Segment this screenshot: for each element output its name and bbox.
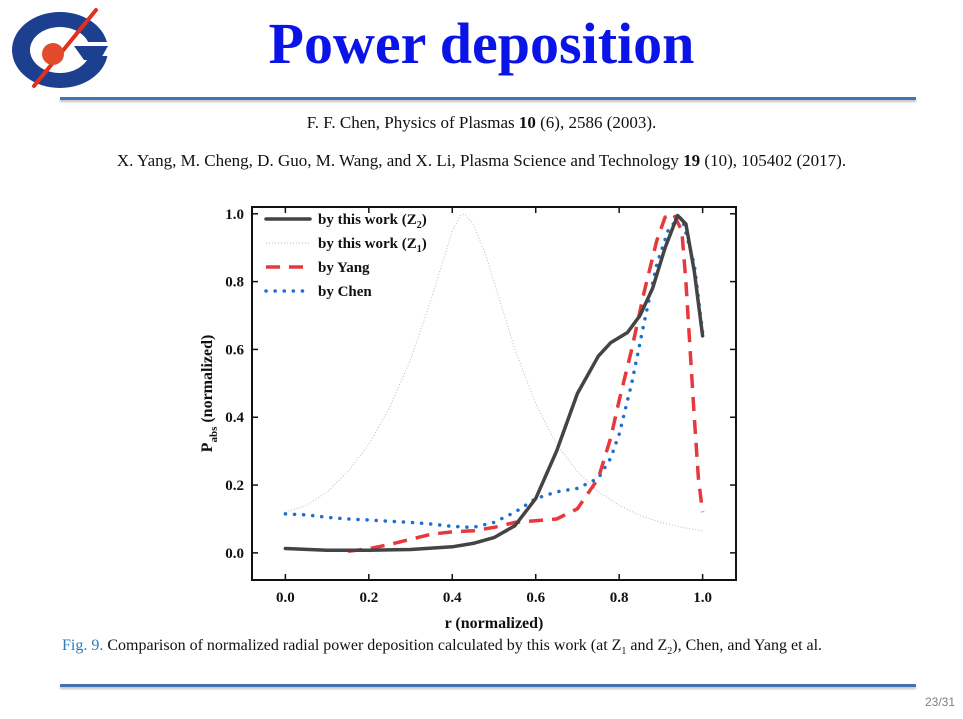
y-tick-label: 0.8 bbox=[225, 275, 244, 291]
x-tick-label: 0.8 bbox=[610, 590, 629, 606]
y-tick-label: 0.4 bbox=[225, 410, 244, 426]
y-tick-label: 0.6 bbox=[225, 342, 244, 358]
logo-arrow bbox=[32, 8, 98, 88]
legend-label: by this work (Z2) bbox=[318, 212, 427, 231]
caption-subscript: 1 bbox=[621, 646, 627, 658]
y-tick-label: 0.2 bbox=[225, 478, 244, 494]
figure-caption: Fig. 9. Comparison of normalized radial … bbox=[62, 637, 952, 657]
reference-text: X. Yang, M. Cheng, D. Guo, M. Wang, and … bbox=[116, 151, 684, 170]
x-tick-label: 0.0 bbox=[276, 590, 295, 606]
series-line-3 bbox=[283, 215, 705, 530]
caption-subscript: 2 bbox=[667, 646, 673, 658]
caption-text: Comparison of normalized radial power de… bbox=[103, 637, 622, 654]
reference-text: F. F. Chen, Physics of Plasmas bbox=[306, 113, 519, 132]
logo-core bbox=[42, 43, 64, 65]
page-number: 23/31 bbox=[924, 695, 955, 709]
series-line-1 bbox=[285, 213, 703, 532]
y-tick-label: 0.0 bbox=[225, 546, 244, 562]
reference-text: (6), 2586 (2003). bbox=[535, 113, 657, 132]
series-line-0 bbox=[283, 213, 705, 552]
reference-yang: X. Yang, M. Cheng, D. Guo, M. Wang, and … bbox=[0, 151, 963, 171]
x-tick-label: 0.2 bbox=[359, 590, 378, 606]
slide-title: Power deposition bbox=[268, 11, 695, 76]
reference-chen: F. F. Chen, Physics of Plasmas 10 (6), 2… bbox=[0, 113, 963, 133]
bottom-divider bbox=[60, 684, 916, 687]
caption-text: ), Chen, and Yang et al. bbox=[672, 637, 823, 654]
legend-label: by Yang bbox=[318, 260, 370, 276]
x-tick-label: 0.6 bbox=[526, 590, 545, 606]
plot-frame bbox=[251, 206, 737, 581]
figure-label: Fig. 9. bbox=[62, 637, 104, 654]
logo-bar bbox=[74, 46, 108, 60]
x-tick-label: 1.0 bbox=[693, 590, 712, 606]
x-axis-label: r (normalized) bbox=[445, 615, 544, 632]
institute-logo bbox=[12, 8, 110, 88]
reference-volume: 19 bbox=[683, 151, 701, 170]
reference-text: (10), 105402 (2017). bbox=[700, 151, 847, 170]
legend-label: by Chen bbox=[318, 284, 372, 300]
reference-volume: 10 bbox=[518, 113, 536, 132]
caption-text: and Z bbox=[626, 637, 668, 654]
series-line-2 bbox=[347, 212, 705, 553]
y-axis-label: Pabs (normalized) bbox=[199, 335, 220, 453]
top-divider bbox=[60, 97, 916, 100]
power-deposition-chart: 0.0 0.2 0.4 0.6 0.8 1.0 0.0 0.2 0.4 0.6 0.8 1.0 r (n… bbox=[199, 206, 737, 632]
legend-label: by this work (Z1) bbox=[318, 236, 427, 255]
x-tick-label: 0.4 bbox=[443, 590, 462, 606]
y-tick-label: 1.0 bbox=[225, 207, 244, 223]
